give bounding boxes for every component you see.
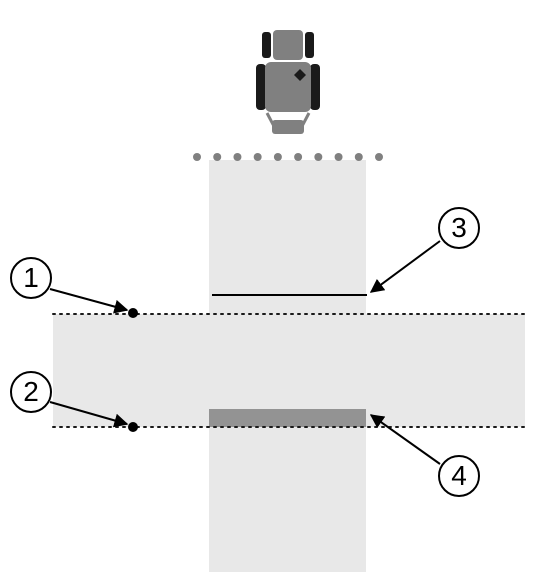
callout-label-4: 4 (438, 455, 480, 497)
callout-arrow-1 (50, 289, 127, 310)
callout-label-2: 2 (10, 371, 52, 413)
callout-arrow-3 (371, 241, 440, 292)
diagram-stage: 1 2 3 4 (0, 0, 535, 572)
marker-point-1 (128, 308, 138, 318)
marker-point-2 (128, 422, 138, 432)
callout-label-3: 3 (438, 207, 480, 249)
callout-label-1: 1 (10, 257, 52, 299)
implement-dot-row (193, 153, 383, 161)
overlap-region (209, 409, 366, 427)
tractor-icon (256, 30, 320, 134)
